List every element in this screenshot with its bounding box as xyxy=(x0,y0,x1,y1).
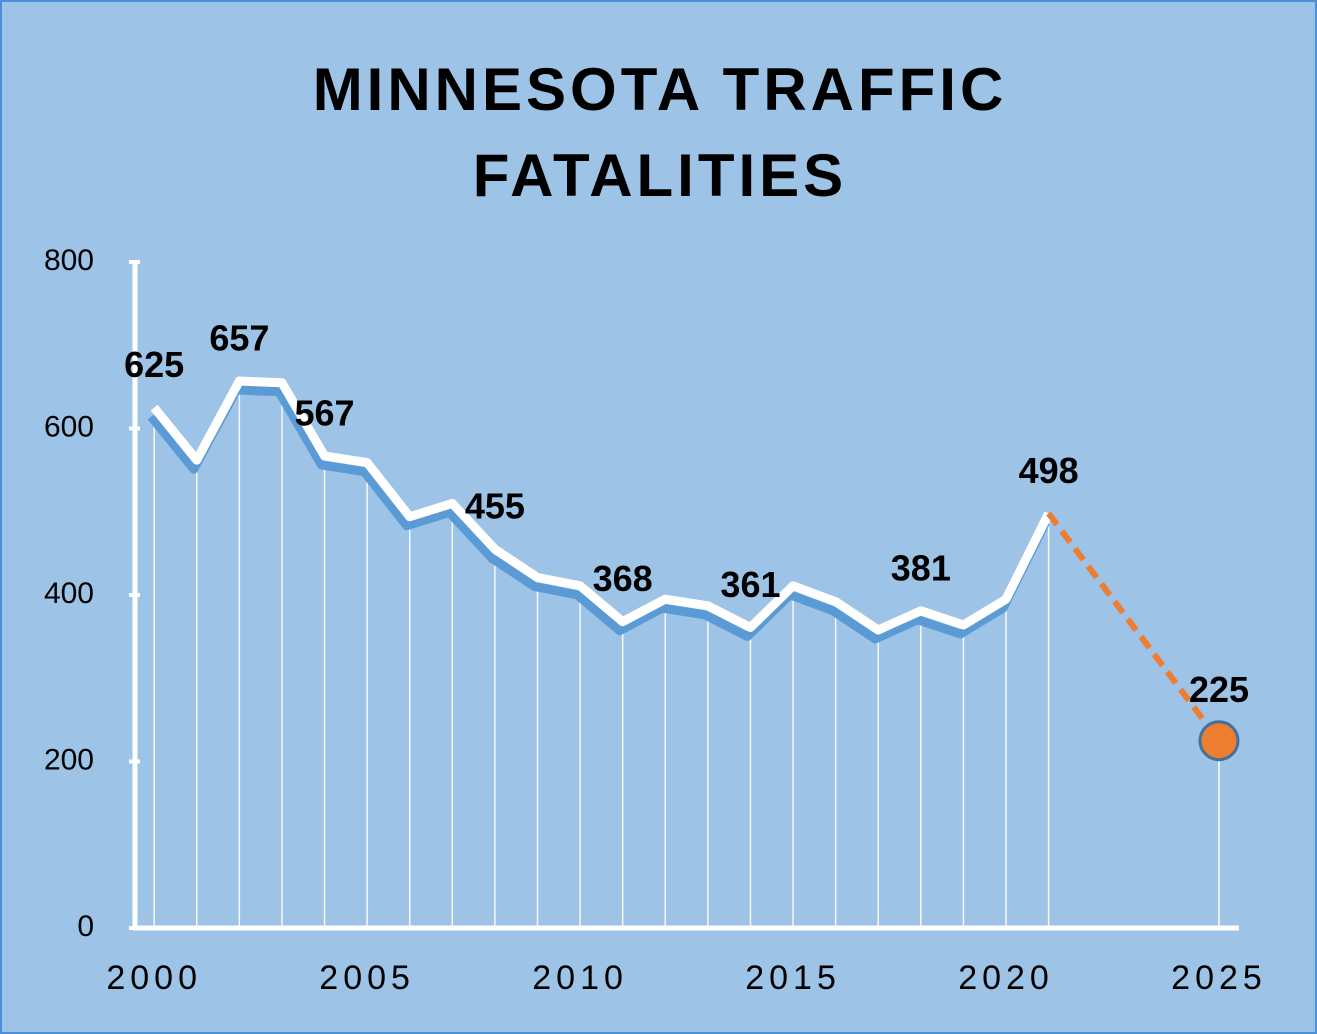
data-label: 657 xyxy=(209,318,269,359)
target-point xyxy=(1198,720,1240,762)
y-tick-label: 400 xyxy=(44,577,94,610)
x-tick-label: 2025 xyxy=(1171,959,1267,997)
y-tick-label: 600 xyxy=(44,410,94,443)
target-trend xyxy=(1046,511,1222,743)
data-label: 625 xyxy=(124,344,184,385)
data-label: 368 xyxy=(593,558,653,599)
x-tick-label: 2005 xyxy=(319,959,415,997)
data-label: 225 xyxy=(1189,669,1249,710)
y-tick-label: 200 xyxy=(44,743,94,776)
data-label: 455 xyxy=(465,486,525,527)
x-tick-label: 2000 xyxy=(106,959,202,997)
x-tick-label: 2010 xyxy=(532,959,628,997)
y-tick-label: 0 xyxy=(77,910,94,943)
data-label: 567 xyxy=(294,392,354,433)
data-label: 381 xyxy=(891,547,951,588)
line-shadow xyxy=(147,385,1050,644)
data-label: 498 xyxy=(1019,450,1079,491)
chart-title: MINNESOTA TRAFFIC FATALITIES xyxy=(312,56,1008,209)
x-tick-label: 2020 xyxy=(958,959,1054,997)
x-tick-label: 2015 xyxy=(745,959,841,997)
y-tick-label: 800 xyxy=(44,244,94,277)
line xyxy=(150,376,1053,635)
data-label: 361 xyxy=(720,564,780,605)
